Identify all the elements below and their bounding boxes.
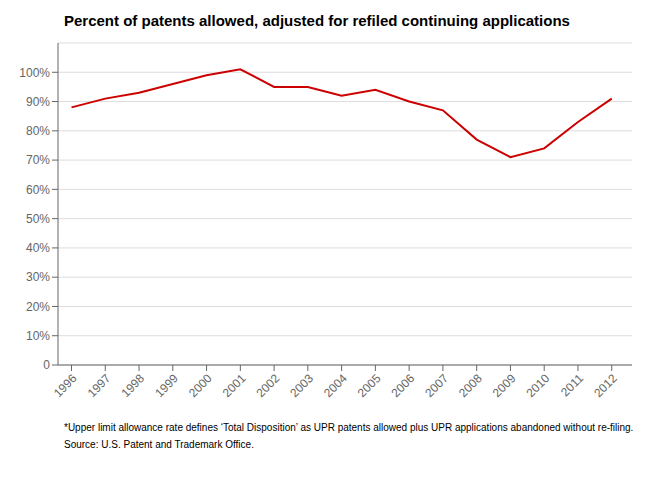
svg-text:70%: 70% xyxy=(26,153,50,167)
html-text:Percent of patents allowed, ad: Percent of patents allowed, adjusted for… xyxy=(64,12,570,29)
svg-text:80%: 80% xyxy=(26,124,50,138)
svg-text:1999: 1999 xyxy=(152,371,181,400)
svg-text:2007: 2007 xyxy=(422,371,451,400)
svg-text:30%: 30% xyxy=(26,270,50,284)
svg-text:20%: 20% xyxy=(26,300,50,314)
svg-text:2003: 2003 xyxy=(287,371,316,400)
svg-text:2009: 2009 xyxy=(490,371,519,400)
svg-text:2000: 2000 xyxy=(186,371,215,400)
svg-text:2011: 2011 xyxy=(558,371,586,399)
svg-text:100%: 100% xyxy=(19,66,50,80)
html-text:Source: U.S. Patent and Tradem: Source: U.S. Patent and Trademark Office… xyxy=(64,438,254,450)
svg-text:2012: 2012 xyxy=(591,371,620,400)
html-text:*Upper limit allowance rate de: *Upper limit allowance rate defines ‘Tot… xyxy=(64,422,634,433)
svg-text:2006: 2006 xyxy=(389,371,418,400)
svg-text:10%: 10% xyxy=(26,329,50,343)
svg-text:2002: 2002 xyxy=(253,371,282,400)
svg-text:1998: 1998 xyxy=(118,371,147,400)
svg-text:2008: 2008 xyxy=(456,371,485,400)
svg-text:60%: 60% xyxy=(26,183,50,197)
svg-text:2004: 2004 xyxy=(321,371,350,400)
svg-text:0: 0 xyxy=(43,358,50,372)
svg-text:40%: 40% xyxy=(26,241,50,255)
svg-text:50%: 50% xyxy=(26,212,50,226)
svg-text:90%: 90% xyxy=(26,95,50,109)
svg-text:1996: 1996 xyxy=(51,371,80,400)
svg-text:2005: 2005 xyxy=(355,371,384,400)
svg-text:2001: 2001 xyxy=(220,371,249,400)
svg-text:2010: 2010 xyxy=(524,371,553,400)
svg-text:1997: 1997 xyxy=(85,371,114,400)
